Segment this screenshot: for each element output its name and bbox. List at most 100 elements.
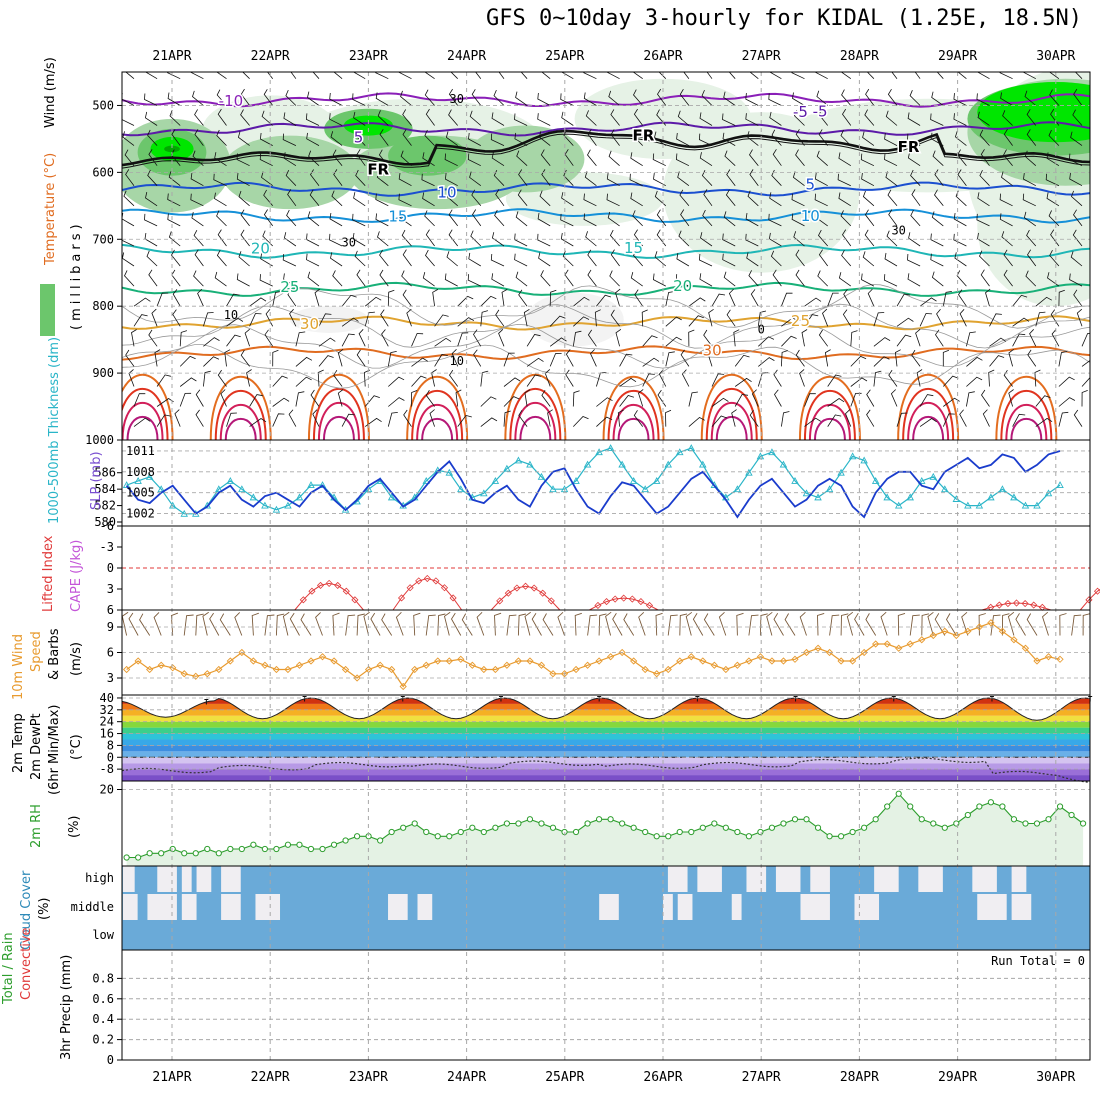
wind-barb	[1001, 231, 1013, 247]
surface-wind-barb	[766, 611, 773, 636]
tmax-marker	[989, 695, 994, 702]
thickness-marker	[122, 481, 131, 489]
wind-barb	[283, 232, 297, 247]
wind-barb	[1058, 351, 1068, 367]
lifted-index-marker	[342, 587, 350, 595]
wind-barb	[976, 72, 990, 80]
wind-barb	[1074, 72, 1083, 79]
wind-speed-marker	[572, 665, 580, 674]
wind-barb	[1029, 329, 1037, 347]
wind-barb	[272, 375, 288, 387]
wind-barb	[501, 289, 508, 307]
wind-barb	[518, 169, 528, 186]
wind-barb	[866, 72, 875, 79]
wind-barb	[329, 233, 343, 247]
wind-barb	[860, 153, 875, 167]
wind-barb	[838, 192, 852, 207]
wind-barb	[494, 209, 505, 227]
wind-barb	[840, 210, 852, 227]
rh-marker	[745, 833, 752, 840]
wind-speed-marker	[503, 661, 511, 669]
wind-barb	[449, 369, 459, 387]
date-label-bottom: 27APR	[742, 1070, 781, 1085]
wind-barb	[827, 292, 839, 307]
thickness-marker	[226, 477, 235, 484]
heat-contour	[122, 373, 174, 440]
wind-barb	[216, 210, 227, 227]
rh-marker	[307, 845, 315, 853]
temp-fill-group	[122, 698, 1090, 781]
li-tick-label: -3	[100, 540, 114, 554]
surface-wind-barb	[679, 613, 688, 636]
wind-barb	[772, 149, 782, 166]
border-layer	[117, 71, 1091, 1061]
surface-wind-barb	[234, 612, 243, 636]
high-cloud-gap	[810, 866, 830, 892]
wind-barb	[354, 250, 366, 267]
wind-barb	[329, 113, 343, 126]
wind-barb	[1072, 229, 1083, 247]
surface-wind-barb	[865, 613, 877, 636]
wind-barb	[244, 328, 250, 347]
wind-barb	[873, 356, 890, 367]
wind-barb	[866, 389, 875, 407]
rh-marker	[837, 833, 845, 840]
precip-tick-label: 0.2	[92, 1033, 114, 1047]
wind-barb	[822, 308, 829, 327]
wind-barb	[332, 270, 343, 287]
wind-barb	[818, 329, 829, 347]
wind-barb	[587, 329, 597, 347]
wind-barb	[471, 189, 482, 207]
wind-barb	[728, 72, 736, 79]
wind-barb	[467, 153, 481, 167]
wind-barb	[444, 173, 458, 187]
wind-barb	[885, 110, 898, 126]
thickness-marker	[964, 501, 972, 509]
wind-barb	[216, 129, 227, 146]
wind-barb	[914, 72, 921, 79]
wind-barb	[988, 369, 995, 387]
wind-barb	[429, 409, 435, 427]
wind-barb	[910, 169, 921, 186]
wind-barb	[758, 336, 775, 347]
surface-wind-barb	[854, 612, 865, 636]
wind-barb	[540, 149, 551, 166]
thickness-marker	[1010, 493, 1018, 501]
wind-barb	[1049, 250, 1060, 267]
thickness-marker	[779, 460, 788, 468]
rh-marker	[135, 854, 142, 861]
wind-barb	[503, 396, 520, 407]
wind-barb	[814, 173, 828, 187]
wind-barb	[424, 210, 435, 227]
wind-barb	[375, 72, 389, 80]
wind-barb	[448, 229, 459, 247]
surface-wind-barb	[934, 613, 946, 636]
wind-barb	[537, 92, 551, 106]
wind-barb	[240, 209, 250, 227]
wind-barb	[133, 393, 146, 407]
wind-barb	[341, 333, 355, 347]
wind-barb	[610, 109, 620, 126]
heat-contour	[406, 375, 469, 440]
wind-speed-marker	[526, 657, 534, 665]
lifted-index-marker	[620, 594, 628, 602]
thickness-marker	[422, 477, 430, 484]
surface-wind-barb	[282, 611, 290, 636]
surface-wind-barb	[638, 611, 646, 636]
thickness-marker	[537, 472, 546, 480]
wind-barb	[1047, 272, 1060, 287]
wind-barb	[781, 292, 793, 307]
surface-wind-barb	[128, 612, 139, 636]
wind-barb	[503, 410, 511, 427]
wind-barb	[916, 369, 923, 387]
wind-barb	[1068, 153, 1083, 167]
rh-marker	[296, 841, 303, 848]
wind-barb	[884, 133, 898, 146]
wind-barb	[867, 288, 875, 307]
rh-marker	[953, 820, 960, 827]
thickness-marker	[249, 493, 258, 501]
wind-barb	[125, 72, 135, 80]
temp-tick-label: 24	[100, 715, 114, 729]
isotherm-label: -5	[793, 103, 808, 121]
wind-speed-marker	[779, 657, 788, 665]
